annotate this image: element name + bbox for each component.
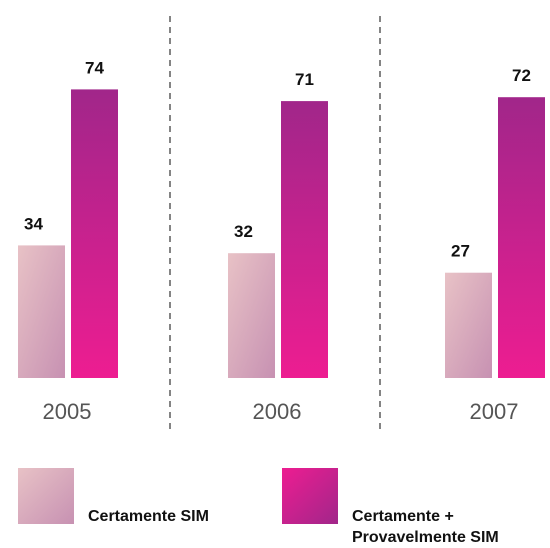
bar-certamente-provavelmente-sim-2006: [281, 101, 328, 378]
bar-certamente-provavelmente-sim-2007: [498, 97, 545, 378]
legend-swatch-certamente-sim: [18, 468, 74, 524]
legend-label-certamente-sim: Certamente SIM: [88, 508, 209, 525]
value-label-certamente-sim-2007: 27: [451, 242, 470, 261]
bar-certamente-sim-2006: [228, 253, 275, 378]
value-label-certamente-provavelmente-sim-2007: 72: [512, 66, 531, 85]
value-label-certamente-provavelmente-sim-2005: 74: [85, 58, 104, 77]
category-label-2005: 2005: [43, 399, 92, 424]
value-label-certamente-provavelmente-sim-2006: 71: [295, 70, 314, 89]
legend-swatch-certamente-provavelmente-sim: [282, 468, 338, 524]
bar-chart: 34 74 2005 32 71 2006 27 72 2007: [18, 16, 545, 434]
bar-certamente-sim-2005: [18, 245, 65, 378]
category-label-2007: 2007: [470, 399, 519, 424]
legend-label-certamente-provavelmente-sim: Certamente + Provavelmente SIM: [352, 506, 499, 548]
value-label-certamente-sim-2006: 32: [234, 222, 253, 241]
legend-label-line-1: Certamente +: [352, 508, 454, 525]
value-label-certamente-sim-2005: 34: [24, 214, 43, 233]
legend: Certamente SIM Certamente + Provavelment…: [0, 462, 550, 547]
category-label-2006: 2006: [253, 399, 302, 424]
legend-label-line-2: Provavelmente SIM: [352, 529, 499, 546]
bar-certamente-sim-2007: [445, 272, 492, 378]
bar-certamente-provavelmente-sim-2005: [71, 89, 118, 379]
